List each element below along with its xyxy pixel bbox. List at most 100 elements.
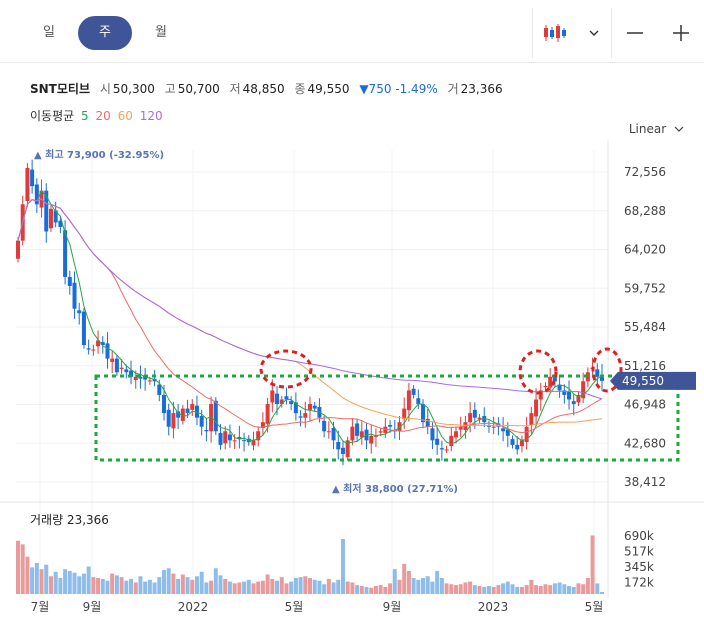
volume-bar <box>190 579 195 594</box>
volume-bar <box>435 570 440 594</box>
candlestick-icon[interactable] <box>533 8 577 58</box>
volume-bar <box>364 586 369 594</box>
candle-body <box>48 208 53 229</box>
ma20-line <box>17 198 603 434</box>
candle-body <box>388 425 393 427</box>
volume-bar <box>162 570 166 594</box>
ma120-label: 120 <box>139 109 163 123</box>
candle-body <box>110 358 115 362</box>
volume-bar <box>454 585 458 594</box>
volume-bar <box>265 574 270 594</box>
y-tick-label: 42,680 <box>624 436 666 450</box>
candle-body <box>336 441 341 450</box>
candle-body <box>581 381 586 399</box>
volume-bar <box>251 583 256 594</box>
candle-body <box>477 417 482 420</box>
volume-bar <box>411 578 416 594</box>
volume-bar <box>472 585 477 594</box>
volume-tick-label: 690k <box>624 529 654 543</box>
volume-bar <box>378 585 383 594</box>
volume-bar <box>496 585 501 594</box>
candle-body <box>209 404 214 432</box>
volume-bar <box>275 580 280 594</box>
candle-body <box>468 413 473 423</box>
volume-bar <box>81 573 86 594</box>
volume-bar <box>505 581 510 594</box>
highlight-circle <box>518 349 558 395</box>
candle-body <box>204 429 209 432</box>
zoom-in-button[interactable] <box>658 8 704 58</box>
volume-bar <box>571 586 576 594</box>
volume-bar <box>567 586 572 594</box>
candle-body <box>227 434 232 441</box>
candle-body <box>260 422 265 428</box>
candle-body <box>77 310 82 314</box>
candle-body <box>567 391 572 400</box>
volume-bar <box>562 584 567 594</box>
candle-body <box>223 431 228 444</box>
candle-body <box>472 409 477 418</box>
candle-body <box>435 438 440 445</box>
volume-bar <box>20 544 25 594</box>
volume-bar <box>392 569 397 594</box>
candle-body <box>81 311 86 346</box>
volume-bar <box>369 587 374 594</box>
candle-body <box>524 426 529 442</box>
volume-bar <box>34 562 39 594</box>
scale-selector[interactable]: Linear <box>629 122 684 136</box>
volume-bar <box>538 586 543 594</box>
volume-bar <box>482 586 487 594</box>
volume-bar <box>421 578 426 594</box>
tab-monthly[interactable]: 월 <box>155 25 167 40</box>
volume-bar <box>425 576 430 594</box>
chevron-down-icon[interactable] <box>577 8 611 58</box>
volume-bar <box>199 571 204 594</box>
volume-bar <box>289 581 294 594</box>
y-tick-label: 38,412 <box>624 475 666 489</box>
candle-body <box>505 429 510 436</box>
candle-body <box>345 440 350 458</box>
volume-bar <box>581 584 586 594</box>
candle-body <box>30 169 35 187</box>
volume-bar <box>138 576 143 594</box>
volume-bar <box>284 583 289 594</box>
tab-daily[interactable]: 일 <box>43 25 55 40</box>
chart-toolbar <box>532 8 704 58</box>
candle-body <box>44 190 49 232</box>
volume-bar <box>279 577 284 594</box>
volume-bar <box>227 581 232 594</box>
tab-weekly[interactable]: 주 <box>78 16 132 50</box>
candle-body <box>185 408 190 414</box>
y-tick-label: 51,216 <box>624 359 666 373</box>
volume-bar <box>491 586 496 594</box>
volume-bar <box>477 586 482 594</box>
x-tick-label: 2022 <box>178 600 209 614</box>
candle-body <box>496 423 501 427</box>
candle-body <box>510 439 515 445</box>
candle-body <box>96 340 101 347</box>
min-price-label: ▲ 최저 38,800 (27.71%) <box>332 482 458 495</box>
volume-bar <box>96 578 101 594</box>
volume-bar <box>458 584 463 594</box>
volume-bar <box>552 583 557 594</box>
ma20-label: 20 <box>95 109 111 123</box>
zoom-out-button[interactable] <box>612 8 658 58</box>
volume-tick-label: 517k <box>624 545 654 559</box>
candle-body <box>279 399 284 405</box>
candle-body <box>232 440 237 442</box>
y-tick-label: 72,556 <box>624 165 666 179</box>
volume-bar <box>468 581 473 594</box>
candle-body <box>600 375 604 381</box>
current-price-label: 49,550 <box>622 374 664 388</box>
y-tick-label: 55,484 <box>624 320 666 334</box>
candle-body <box>72 282 77 309</box>
x-tick-label: 7월 <box>31 600 50 614</box>
chevron-down-icon <box>674 126 684 132</box>
ma-label: 이동평균 <box>30 109 75 123</box>
candle-body <box>552 375 557 382</box>
volume-bar <box>16 540 20 594</box>
volume-bar <box>67 570 72 594</box>
volume-bar <box>529 579 534 594</box>
volume-bar <box>176 578 181 594</box>
